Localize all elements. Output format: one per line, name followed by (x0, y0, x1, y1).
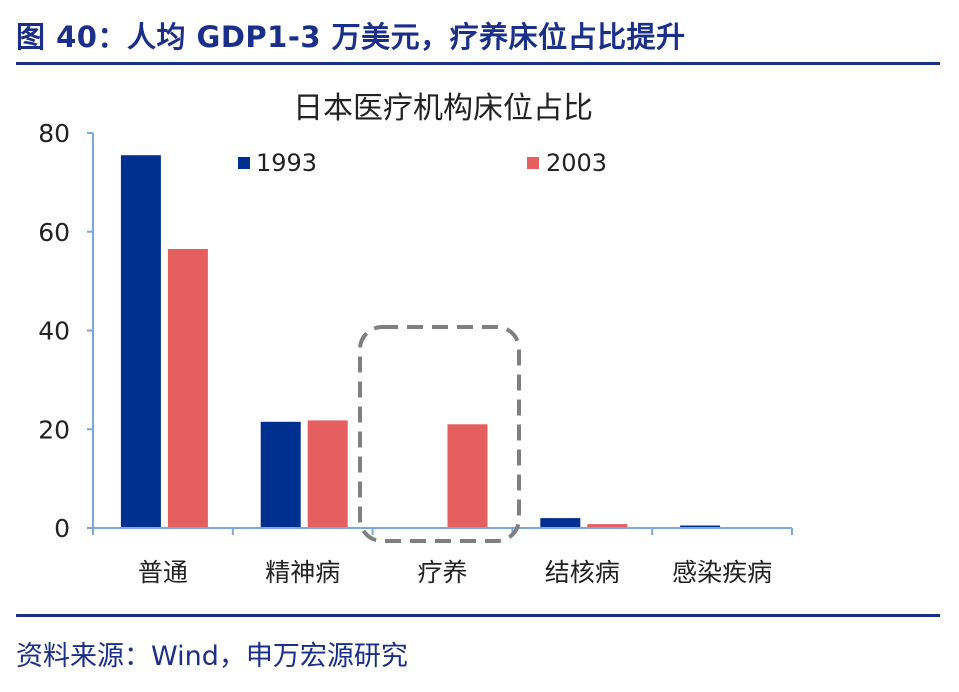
bar-chart: 日本医疗机构床位占比 0 20 40 60 80 普通 精神病 疗养 结核病 感染疾病 1993 … (38, 91, 793, 587)
x-tick-label: 精神病 (265, 558, 340, 587)
plot-area: 0 20 40 60 80 普通 精神病 疗养 结核病 感染疾病 (38, 119, 793, 587)
x-tick-label: 结核病 (545, 558, 620, 587)
legend-swatch-2003 (527, 157, 539, 169)
legend-label-1993: 1993 (256, 149, 317, 177)
chart-title: 日本医疗机构床位占比 (293, 91, 593, 126)
bar-2003-普通 (167, 249, 208, 528)
figure-title: 图 40：人均 GDP1-3 万美元，疗养床位占比提升 (16, 20, 686, 54)
x-tick-label: 普通 (138, 558, 188, 587)
y-tick-label: 20 (38, 415, 70, 444)
bar-1993-结核病 (540, 518, 581, 528)
y-tick-label: 80 (38, 119, 70, 148)
legend-label-2003: 2003 (546, 149, 607, 177)
bar-1993-普通 (120, 155, 161, 528)
y-tick-label: 40 (38, 317, 70, 346)
legend-swatch-1993 (238, 157, 250, 169)
bar-2003-疗养 (447, 424, 488, 528)
bar-1993-精神病 (260, 421, 301, 528)
x-tick-label: 感染疾病 (672, 558, 772, 587)
bar-1993-感染疾病 (680, 525, 721, 528)
x-tick-label: 疗养 (417, 558, 467, 587)
highlight-box (358, 325, 521, 543)
y-tick-label: 60 (38, 218, 70, 247)
source-divider (16, 614, 940, 617)
y-tick-label: 0 (54, 514, 70, 543)
source-note: 资料来源：Wind，申万宏源研究 (16, 641, 408, 672)
bar-2003-结核病 (587, 524, 628, 528)
bar-2003-精神病 (307, 420, 348, 528)
legend: 1993 2003 (238, 149, 607, 177)
title-divider (16, 62, 940, 65)
